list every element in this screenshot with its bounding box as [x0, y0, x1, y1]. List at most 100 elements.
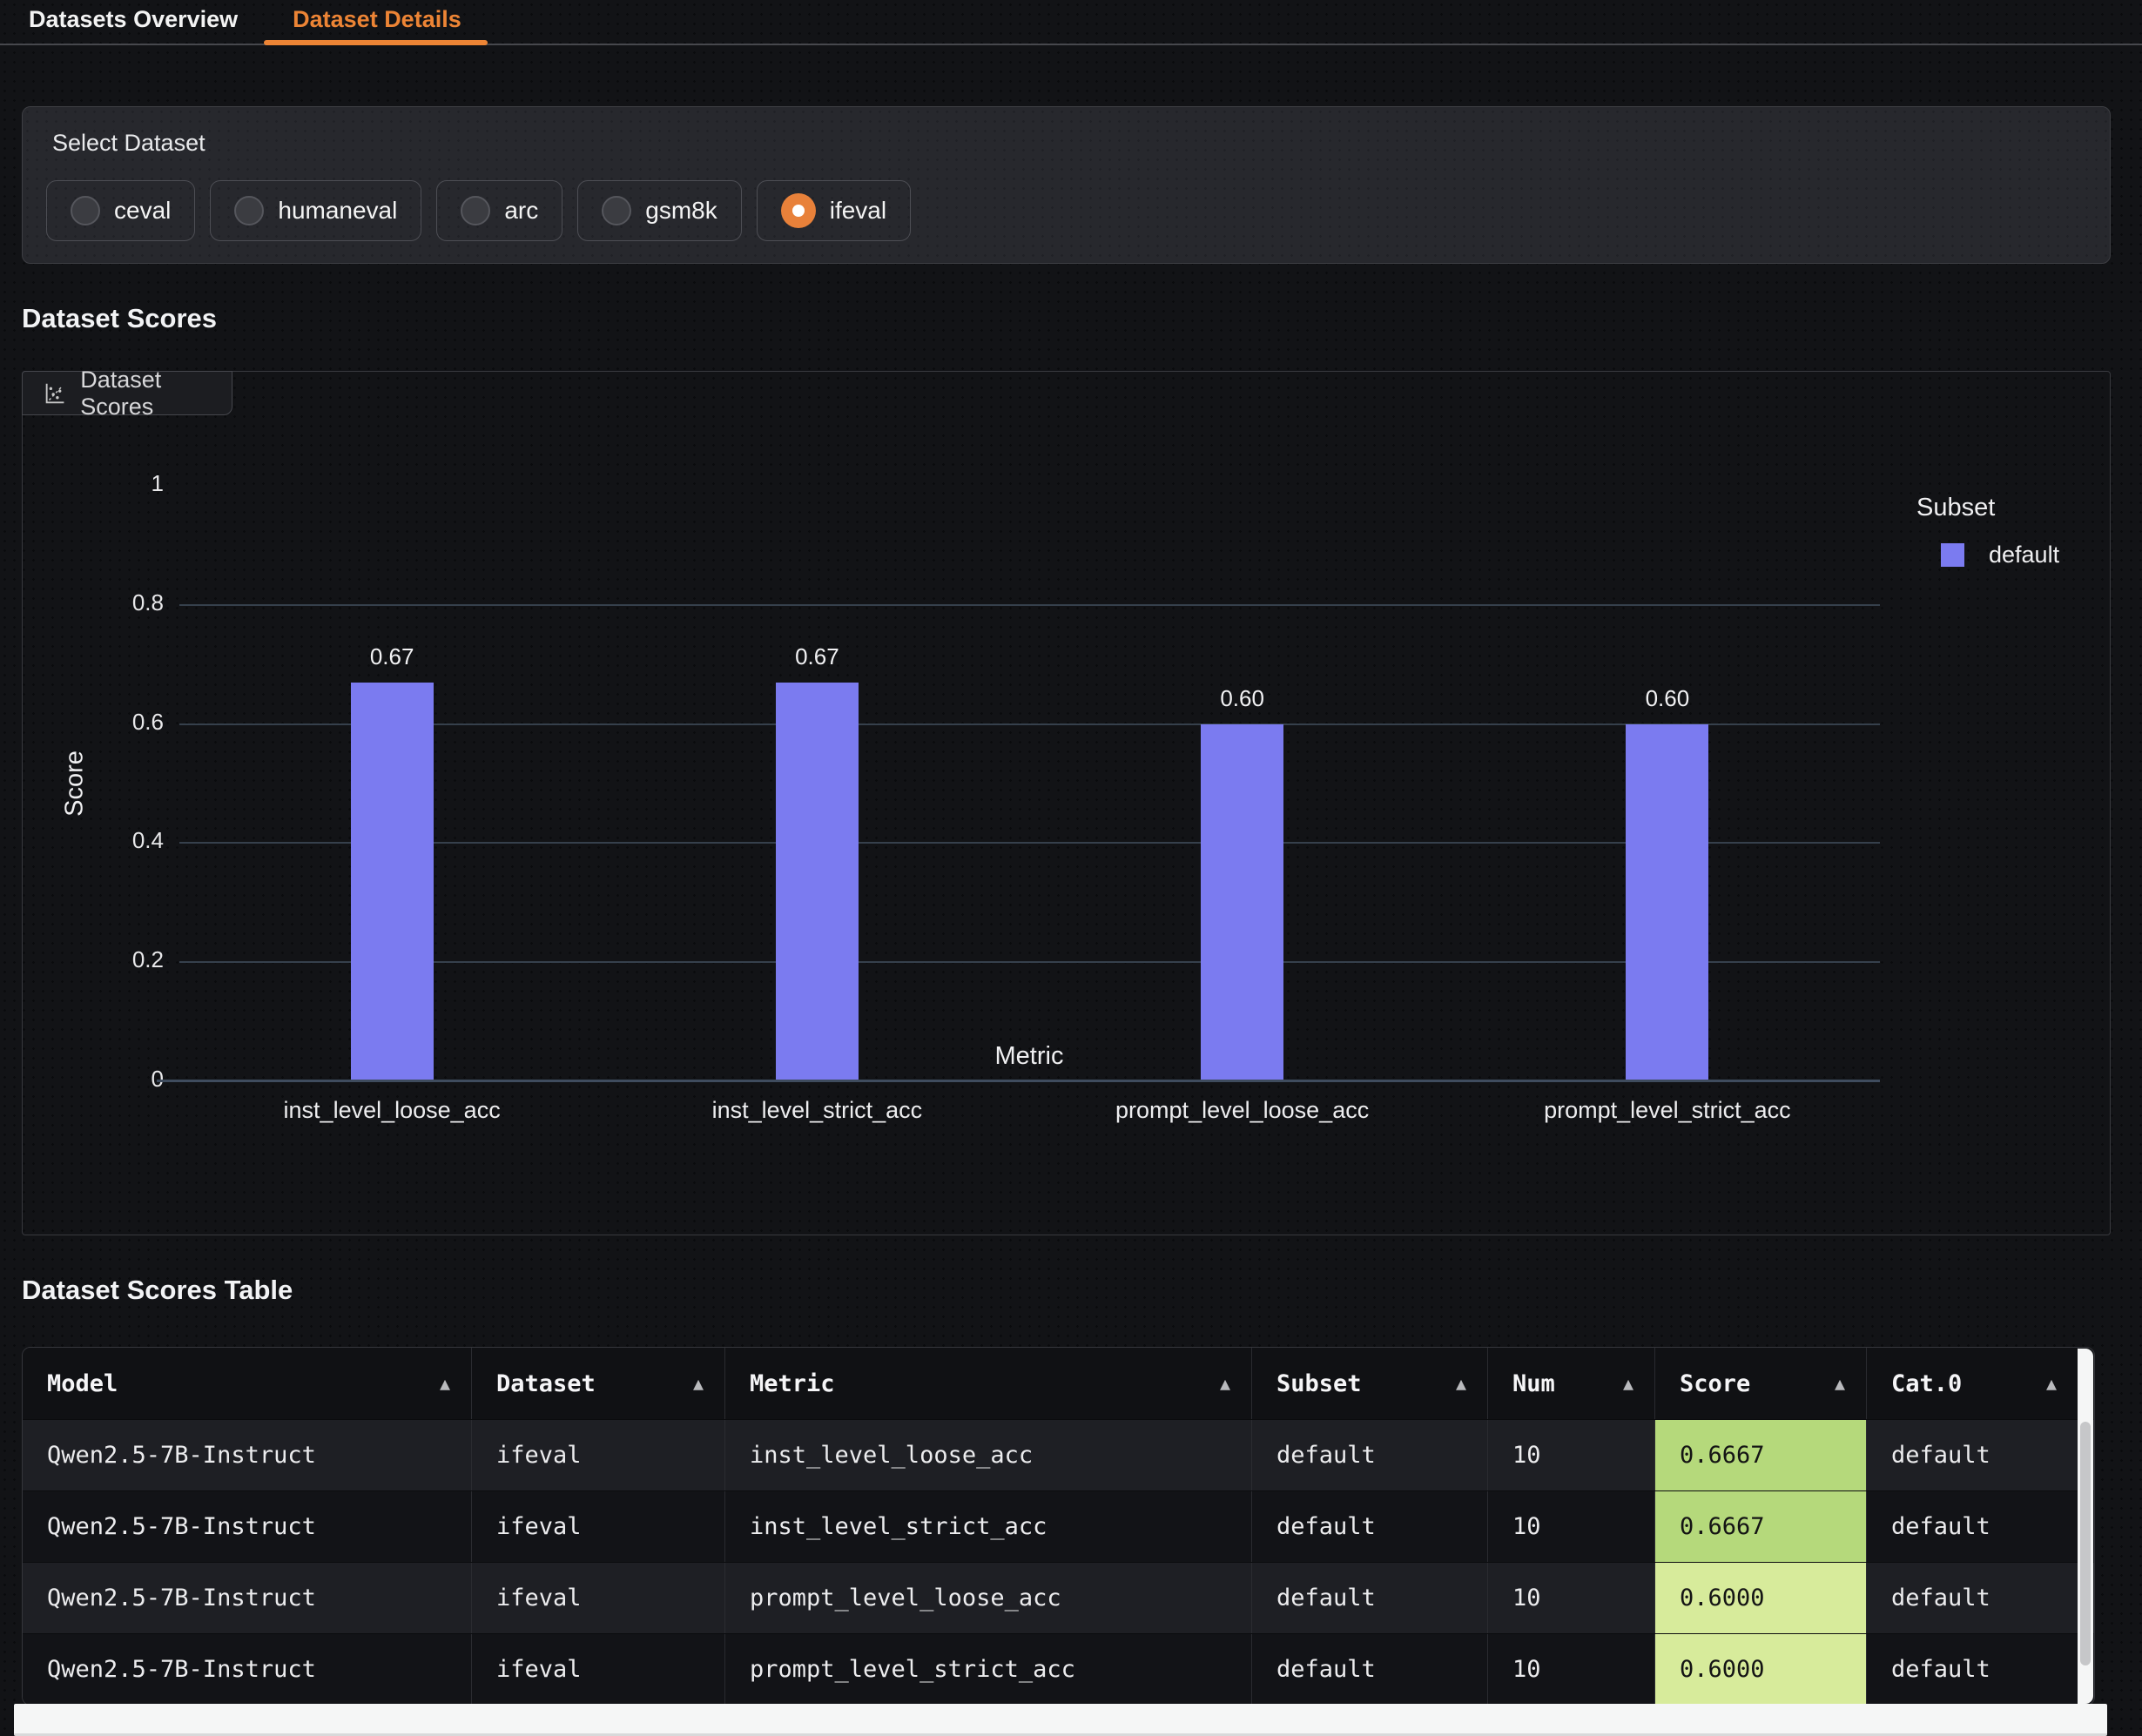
x-axis-line [157, 1080, 1880, 1082]
table-row: Qwen2.5-7B-Instruct ifeval inst_level_stri… [23, 1490, 2094, 1562]
cell-dataset[interactable]: ifeval [472, 1563, 725, 1633]
radio-unselected-icon [71, 196, 100, 225]
table-row: Qwen2.5-7B-Instruct ifeval prompt_level_lo… [23, 1562, 2094, 1633]
radio-unselected-icon [234, 196, 265, 225]
column-header-dataset[interactable]: Dataset ▲ [472, 1348, 725, 1419]
cell-score[interactable]: 0.6000 [1655, 1634, 1867, 1705]
select-dataset-panel: Select Dataset ceval humaneval arc gsm8k ife… [22, 106, 2111, 264]
y-tick-label: 0.2 [131, 946, 164, 973]
radio-unselected-icon [602, 196, 632, 225]
chart-legend: Subset default [1916, 494, 2059, 569]
gridline [179, 723, 1880, 725]
x-category-label: prompt_level_strict_acc [1544, 1097, 1791, 1123]
column-header-metric[interactable]: Metric ▲ [725, 1348, 1252, 1419]
dataset-radio-humaneval[interactable]: humaneval [210, 180, 422, 241]
sort-ascending-icon[interactable]: ▲ [2045, 1373, 2057, 1394]
cell-dataset[interactable]: ifeval [472, 1420, 725, 1490]
column-header-label: Metric [750, 1369, 835, 1397]
bar-value-label: 0.60 [1645, 684, 1690, 711]
chart-panel-tab[interactable]: Dataset Scores [22, 367, 232, 420]
cell-model[interactable]: Qwen2.5-7B-Instruct [23, 1420, 472, 1490]
cell-subset[interactable]: default [1252, 1420, 1488, 1490]
x-category-label: prompt_level_loose_acc [1115, 1097, 1370, 1123]
column-header-label: Num [1512, 1369, 1555, 1397]
dataset-radio-label: ifeval [829, 197, 887, 224]
bar-value-label: 0.67 [369, 643, 414, 670]
column-header-label: Model [47, 1369, 118, 1397]
cell-subset[interactable]: default [1252, 1491, 1488, 1562]
tab-datasets-overview[interactable]: Datasets Overview [29, 5, 239, 32]
sort-ascending-icon[interactable]: ▲ [1455, 1373, 1466, 1394]
bar-chart-plot-area: 0.67 inst_level_loose_acc 0.67 inst_level_s… [157, 486, 1880, 1123]
gridline [179, 842, 1880, 844]
cell-subset[interactable]: default [1252, 1634, 1488, 1705]
chart-bar-prompt_level_loose_acc[interactable] [1201, 723, 1284, 1081]
column-header-label: Dataset [496, 1369, 596, 1397]
column-header-label: Score [1680, 1369, 1751, 1397]
cell-cat-0[interactable]: default [1867, 1563, 2078, 1633]
chart-bar-inst_level_loose_acc[interactable] [350, 682, 434, 1081]
sort-ascending-icon[interactable]: ▲ [439, 1373, 450, 1394]
cell-cat-0[interactable]: default [1867, 1420, 2078, 1490]
cell-score[interactable]: 0.6667 [1655, 1491, 1867, 1562]
cell-num[interactable]: 10 [1488, 1491, 1655, 1562]
table-row: Qwen2.5-7B-Instruct ifeval prompt_level_st… [23, 1633, 2094, 1705]
cell-score[interactable]: 0.6000 [1655, 1563, 1867, 1633]
cell-metric[interactable]: inst_level_loose_acc [725, 1420, 1252, 1490]
dataset-radio-label: arc [504, 197, 539, 224]
dataset-radio-arc[interactable]: arc [436, 180, 563, 241]
table-row: Qwen2.5-7B-Instruct ifeval inst_level_loos… [23, 1419, 2094, 1490]
cell-score[interactable]: 0.6667 [1655, 1420, 1867, 1490]
dataset-scores-chart-panel: Dataset Scores 1 0.8 0.6 0.4 0.2 0 Score 0.67… [22, 367, 2111, 1235]
cell-num[interactable]: 10 [1488, 1634, 1655, 1705]
column-header-num[interactable]: Num ▲ [1488, 1348, 1655, 1419]
bar-value-label: 0.60 [1220, 684, 1264, 711]
cell-dataset[interactable]: ifeval [472, 1634, 725, 1705]
cell-metric[interactable]: inst_level_strict_acc [725, 1491, 1252, 1562]
radio-selected-icon [780, 193, 816, 228]
column-header-model[interactable]: Model ▲ [23, 1348, 472, 1419]
dataset-radio-label: humaneval [278, 197, 398, 224]
cell-num[interactable]: 10 [1488, 1420, 1655, 1490]
cell-num[interactable]: 10 [1488, 1563, 1655, 1633]
legend-entry-default[interactable]: default [1941, 542, 2059, 569]
cell-metric[interactable]: prompt_level_strict_acc [725, 1634, 1252, 1705]
cell-cat-0[interactable]: default [1867, 1634, 2078, 1705]
x-category-label: inst_level_loose_acc [283, 1097, 501, 1123]
cell-subset[interactable]: default [1252, 1563, 1488, 1633]
chart-bar-inst_level_strict_acc[interactable] [775, 682, 859, 1081]
sort-ascending-icon[interactable]: ▲ [692, 1373, 704, 1394]
column-header-label: Subset [1276, 1369, 1362, 1397]
chart-bar-prompt_level_strict_acc[interactable] [1626, 723, 1709, 1081]
dataset-radio-label: gsm8k [645, 197, 717, 224]
table-horizontal-scrollbar[interactable] [14, 1704, 2107, 1736]
column-header-subset[interactable]: Subset ▲ [1252, 1348, 1488, 1419]
legend-swatch [1941, 543, 1964, 567]
cell-cat-0[interactable]: default [1867, 1491, 2078, 1562]
table-body: Qwen2.5-7B-Instruct ifeval inst_level_loos… [23, 1419, 2094, 1705]
select-dataset-label: Select Dataset [52, 130, 205, 156]
radio-unselected-icon [461, 196, 491, 225]
cell-model[interactable]: Qwen2.5-7B-Instruct [23, 1491, 472, 1562]
sort-ascending-icon[interactable]: ▲ [1834, 1373, 1845, 1394]
tab-dataset-details[interactable]: Dataset Details [264, 0, 488, 45]
y-tick-label: 1 [151, 470, 164, 496]
cell-model[interactable]: Qwen2.5-7B-Instruct [23, 1634, 472, 1705]
dataset-scores-heading: Dataset Scores [22, 303, 218, 333]
table-vertical-scrollbar[interactable] [2078, 1349, 2093, 1704]
top-tab-bar: Datasets Overview Dataset Details [0, 0, 2142, 45]
dataset-radio-ifeval[interactable]: ifeval [756, 180, 912, 241]
vertical-scrollbar-thumb[interactable] [2080, 1422, 2091, 1665]
cell-metric[interactable]: prompt_level_loose_acc [725, 1563, 1252, 1633]
column-header-score[interactable]: Score ▲ [1655, 1348, 1867, 1419]
column-header-cat-0[interactable]: Cat.0 ▲ [1867, 1348, 2078, 1419]
dataset-radio-gsm8k[interactable]: gsm8k [577, 180, 742, 241]
sort-ascending-icon[interactable]: ▲ [1219, 1373, 1230, 1394]
cell-dataset[interactable]: ifeval [472, 1491, 725, 1562]
dataset-radio-ceval[interactable]: ceval [46, 180, 196, 241]
cell-model[interactable]: Qwen2.5-7B-Instruct [23, 1563, 472, 1633]
column-header-label: Cat.0 [1891, 1369, 1963, 1397]
table-header-row: Model ▲ Dataset ▲ Metric ▲ Subset ▲ Num ▲ Score ▲ Ca… [23, 1348, 2094, 1419]
sort-ascending-icon[interactable]: ▲ [1622, 1373, 1633, 1394]
y-tick-label: 0.4 [131, 827, 164, 854]
